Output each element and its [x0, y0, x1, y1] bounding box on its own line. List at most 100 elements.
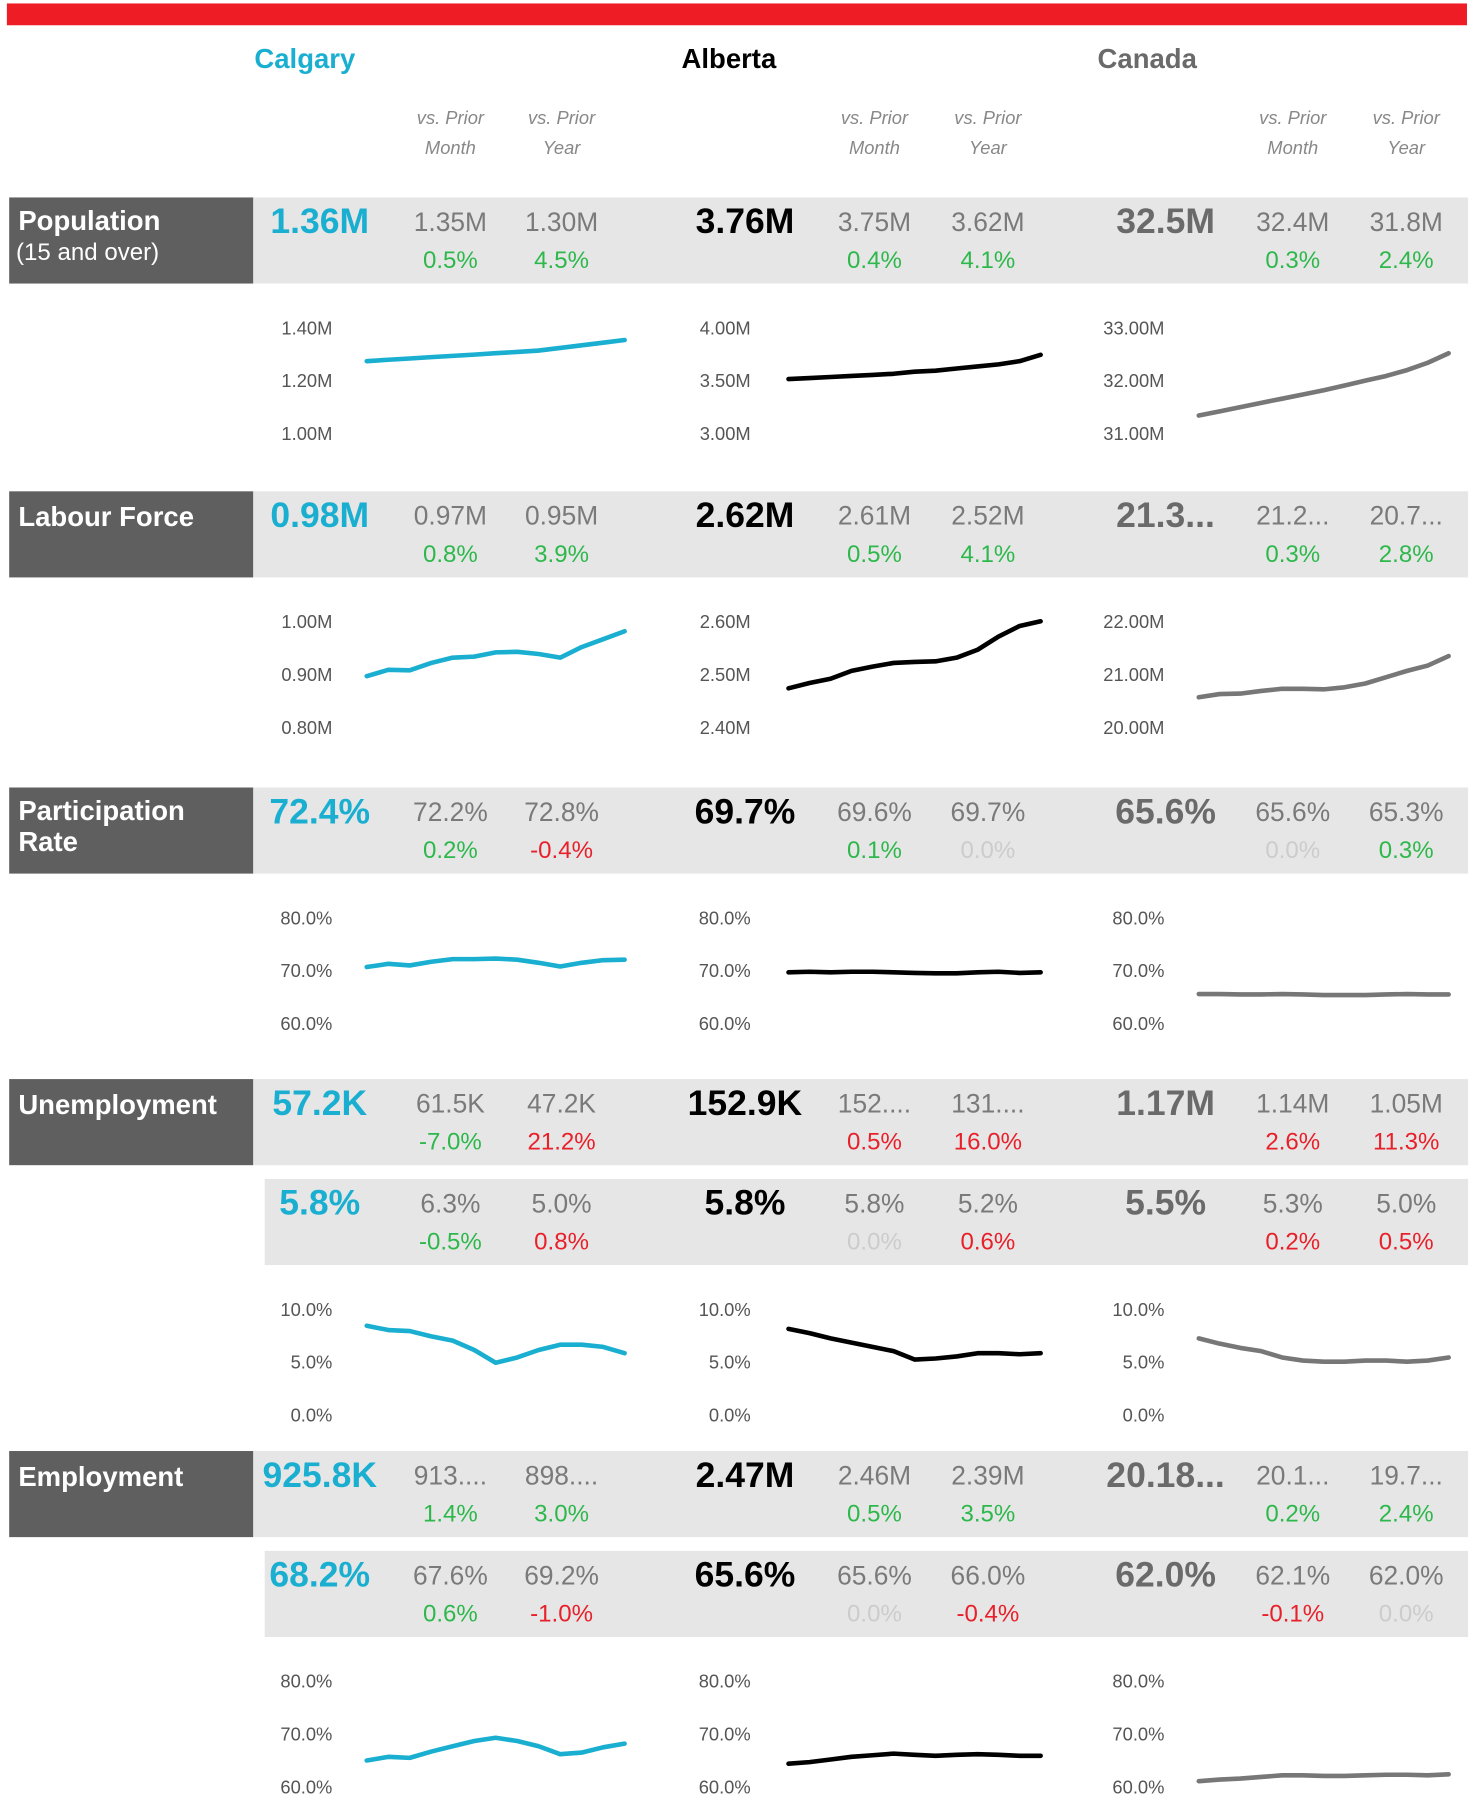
- prior-month-change: 0.4%: [847, 247, 902, 274]
- prior-year-value: 66.0%: [951, 1560, 1026, 1590]
- column-header: vs. Prior: [841, 107, 909, 128]
- y-tick-label: 1.00M: [281, 423, 332, 444]
- current-value: 152.9K: [688, 1083, 803, 1123]
- prior-month-value: 0.97M: [414, 501, 487, 531]
- current-value: 57.2K: [272, 1083, 367, 1123]
- prior-year-change: 3.0%: [534, 1501, 589, 1528]
- y-tick-label: 10.0%: [280, 1299, 332, 1320]
- y-tick-label: 1.20M: [281, 370, 332, 391]
- metric-band: [264, 1550, 1469, 1637]
- y-tick-label: 70.0%: [280, 960, 332, 981]
- prior-month-change: 0.2%: [1265, 1501, 1320, 1528]
- prior-year-change: 2.4%: [1379, 1501, 1434, 1528]
- prior-year-change: 4.1%: [960, 541, 1015, 568]
- prior-year-value: 5.2%: [958, 1188, 1018, 1218]
- prior-month-change: 0.2%: [1265, 1229, 1320, 1256]
- prior-month-value: 72.2%: [413, 797, 488, 827]
- prior-year-value: 65.3%: [1369, 797, 1444, 827]
- prior-year-change: -0.4%: [530, 837, 593, 864]
- y-tick-label: 31.00M: [1103, 423, 1164, 444]
- prior-year-value: 5.0%: [1376, 1188, 1436, 1218]
- y-tick-label: 60.0%: [280, 1013, 332, 1034]
- current-value: 65.6%: [1115, 791, 1216, 831]
- prior-month-change: 0.0%: [847, 1601, 902, 1628]
- prior-year-value: 31.8M: [1370, 207, 1443, 237]
- y-tick-label: 21.00M: [1103, 664, 1164, 685]
- prior-year-value: 20.7...: [1370, 501, 1443, 531]
- sparkline: [364, 337, 627, 364]
- prior-month-change: 0.8%: [423, 541, 478, 568]
- sparkline: [786, 352, 1043, 382]
- prior-month-value: 32.4M: [1256, 207, 1329, 237]
- prior-month-value: 61.5K: [416, 1088, 485, 1118]
- top-bar: [6, 3, 1467, 26]
- y-tick-label: 0.90M: [281, 664, 332, 685]
- sparkline: [1196, 350, 1451, 418]
- prior-year-change: 3.5%: [960, 1501, 1015, 1528]
- prior-month-value: 69.6%: [837, 797, 912, 827]
- sparkline: [364, 628, 627, 679]
- column-header: vs. Prior: [417, 107, 485, 128]
- prior-month-change: 0.2%: [423, 837, 478, 864]
- metric-band: [264, 1178, 1469, 1266]
- metric-label-box: [9, 491, 254, 578]
- y-tick-label: 70.0%: [280, 1724, 332, 1745]
- current-value: 1.17M: [1116, 1083, 1215, 1123]
- metric-label-box: [9, 1451, 254, 1538]
- prior-month-change: 0.1%: [847, 837, 902, 864]
- y-tick-label: 0.80M: [281, 717, 332, 738]
- column-header: Year: [1387, 137, 1426, 158]
- current-value: 65.6%: [695, 1555, 796, 1595]
- column-header: Year: [969, 137, 1008, 158]
- prior-year-value: 72.8%: [524, 797, 599, 827]
- prior-month-value: 2.61M: [838, 501, 911, 531]
- prior-month-value: 3.75M: [838, 207, 911, 237]
- y-tick-label: 0.0%: [1123, 1404, 1165, 1425]
- y-tick-label: 70.0%: [699, 1724, 751, 1745]
- y-tick-label: 33.00M: [1103, 317, 1164, 338]
- current-value: 21.3...: [1116, 495, 1215, 535]
- column-header: vs. Prior: [528, 107, 596, 128]
- prior-year-change: 4.1%: [960, 247, 1015, 274]
- current-value: 32.5M: [1116, 201, 1215, 241]
- y-tick-label: 70.0%: [699, 960, 751, 981]
- prior-month-value: 152....: [838, 1088, 911, 1118]
- prior-month-change: 0.0%: [1265, 837, 1320, 864]
- current-value: 5.8%: [279, 1183, 360, 1223]
- prior-year-value: 1.30M: [525, 207, 598, 237]
- prior-month-value: 65.6%: [837, 1560, 912, 1590]
- y-tick-label: 3.00M: [700, 423, 751, 444]
- prior-year-change: 4.5%: [534, 247, 589, 274]
- prior-month-value: 65.6%: [1255, 797, 1330, 827]
- metric-label-box: [9, 787, 254, 874]
- y-tick-label: 80.0%: [699, 907, 751, 928]
- metric-band: [253, 491, 1469, 578]
- metric-label-box: [9, 197, 254, 284]
- sparkline: [1196, 1771, 1451, 1784]
- current-value: 0.98M: [270, 495, 369, 535]
- prior-month-value: 5.3%: [1263, 1188, 1323, 1218]
- sparkline: [1196, 991, 1451, 998]
- y-tick-label: 20.00M: [1103, 717, 1164, 738]
- prior-month-change: 0.5%: [847, 1129, 902, 1156]
- prior-year-value: 1.05M: [1370, 1088, 1443, 1118]
- metric-band: [253, 1079, 1469, 1166]
- prior-year-value: 898....: [525, 1460, 598, 1490]
- prior-year-change: 3.9%: [534, 541, 589, 568]
- y-tick-label: 60.0%: [1112, 1013, 1164, 1034]
- prior-year-change: 0.5%: [1379, 1229, 1434, 1256]
- y-tick-label: 80.0%: [1112, 1671, 1164, 1692]
- y-tick-label: 10.0%: [699, 1299, 751, 1320]
- prior-month-change: 0.5%: [847, 541, 902, 568]
- prior-year-change: 0.0%: [1379, 1601, 1434, 1628]
- sparkline: [1196, 1336, 1451, 1365]
- y-tick-label: 70.0%: [1112, 960, 1164, 981]
- current-value: 5.8%: [704, 1183, 785, 1223]
- column-header: Month: [425, 137, 476, 158]
- prior-year-value: 62.0%: [1369, 1560, 1444, 1590]
- y-tick-label: 2.50M: [700, 664, 751, 685]
- current-value: 69.7%: [695, 791, 796, 831]
- column-header: vs. Prior: [1259, 107, 1327, 128]
- current-value: 5.5%: [1125, 1183, 1206, 1223]
- prior-year-value: 2.52M: [951, 501, 1024, 531]
